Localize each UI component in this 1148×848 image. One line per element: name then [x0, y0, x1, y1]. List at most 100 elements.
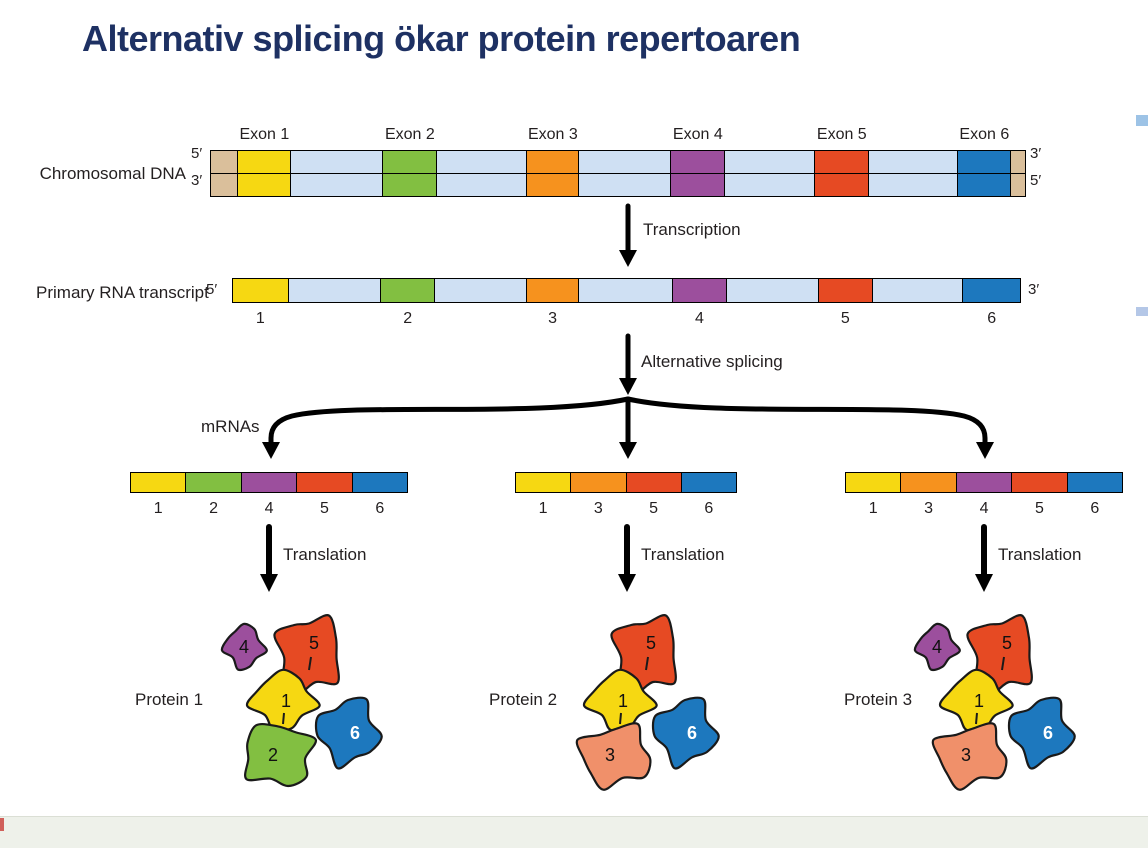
branch-right-head: [976, 442, 994, 459]
scrollbar-marker-top[interactable]: [1136, 115, 1148, 126]
dna-segment-Exon 3: Exon 3: [526, 126, 579, 173]
bottom-bar: [0, 816, 1148, 848]
dna-prime-right-top: 3′: [1030, 145, 1042, 162]
protein-subunit-3-blob: [931, 722, 1008, 791]
mrna-number: 1: [153, 500, 163, 517]
translation-arrow-1-head: [260, 574, 278, 592]
branch-right-curve: [625, 396, 988, 447]
dna-segment-Exon 1: Exon 1: [237, 126, 291, 173]
protein-subunit-6-blob: [314, 696, 383, 770]
dna-segment-Exon 1: [237, 174, 291, 196]
dna-segment-intron: [436, 151, 527, 173]
protein-3-drawing: 4 5 6 1 3: [913, 614, 1076, 791]
dna-row-top: Exon 1 Exon 2 Exon 3 Exon 4 Exon 5 Exon 6: [211, 126, 1025, 173]
mrna-bar-3: 1 3 4 5 6: [845, 472, 1123, 517]
protein-subunit-1-number: 1: [281, 691, 291, 711]
protein-subunit-3-number: 3: [605, 745, 615, 765]
mrna-number: 6: [1090, 500, 1100, 517]
primary-rna-label: Primary RNA transcript: [36, 283, 209, 302]
protein-subunit-2-number: 2: [268, 745, 278, 765]
dna-segment-Exon 3: [526, 174, 579, 196]
mrna-number: 5: [649, 500, 659, 517]
protein-label-1: Protein 1: [135, 690, 204, 709]
dna-row-bottom: [211, 173, 1025, 196]
mrna-number: 1: [868, 500, 878, 517]
slide-title: Alternativ splicing ökar protein reperto…: [82, 18, 801, 59]
mrna-segment-3: 3: [570, 473, 626, 517]
dna-segment-Exon 4: [670, 174, 725, 196]
dna-segment-intron: [578, 151, 671, 173]
mrna-segment-5: 5: [296, 473, 352, 517]
protein-subunit-6-number: 6: [350, 723, 360, 743]
rna-segment-2: 2: [379, 279, 435, 327]
mrna-number: 5: [1034, 500, 1044, 517]
exon-label: Exon 5: [816, 126, 867, 143]
mrna-number: 3: [924, 500, 934, 517]
protein-subunit-6-number: 6: [687, 723, 697, 743]
subunit-crease: [282, 712, 285, 725]
dna-segment-Exon 5: [814, 174, 869, 196]
mrna-segment-1: 1: [846, 473, 901, 517]
exon-label: Exon 3: [527, 126, 578, 143]
rna-number: 4: [694, 310, 704, 327]
transcription-arrow-head: [619, 250, 637, 267]
mrna-bar-1: 1 2 4 5 6: [130, 472, 408, 517]
dna-segment-tan: [1010, 151, 1025, 173]
protein-cluster-1: 4 5 6 1 2: [196, 593, 406, 808]
dna-segment-tan: [211, 151, 238, 173]
dna-segment-intron: [290, 174, 383, 196]
dna-segment-Exon 2: Exon 2: [382, 126, 437, 173]
protein-label-3: Protein 3: [844, 690, 913, 709]
mrna-number: 5: [319, 500, 329, 517]
protein-subunit-5-number: 5: [646, 633, 656, 653]
protein-subunit-6-blob: [651, 696, 720, 770]
exon-label: Exon 1: [239, 126, 290, 143]
mrna-number: 6: [375, 500, 385, 517]
dna-segment-Exon 6: [957, 174, 1011, 196]
protein-subunit-5-number: 5: [1002, 633, 1012, 653]
mrna-number: 4: [264, 500, 274, 517]
dna-segment-tan: [1010, 174, 1025, 196]
translation-arrow-3-head: [975, 574, 993, 592]
scrollbar-marker-bottom[interactable]: [1136, 307, 1148, 316]
mrnas-label: mRNAs: [201, 417, 260, 436]
dna-segment-Exon 6: Exon 6: [957, 126, 1011, 173]
rna-number: 2: [403, 310, 413, 327]
protein-subunit-3-number: 3: [961, 745, 971, 765]
protein-subunit-6-number: 6: [1043, 723, 1053, 743]
dna-segment-intron: [868, 151, 958, 173]
protein-subunit-5-number: 5: [309, 633, 319, 653]
rna-bar: 1 2 3 4 5 6: [232, 278, 1021, 327]
alternative-splicing-label: Alternative splicing: [641, 352, 783, 371]
mrna-segment-1: 1: [131, 473, 186, 517]
mrna-number: 6: [704, 500, 714, 517]
rna-segment-intron: [872, 279, 963, 302]
dna-prime-left-top: 5′: [191, 145, 203, 162]
rna-segment-intron: [287, 279, 380, 302]
subunit-crease: [645, 656, 649, 671]
rna-segment-5: 5: [817, 279, 873, 327]
subunit-crease: [308, 656, 312, 671]
mrna-number: 4: [979, 500, 989, 517]
protein-label-2: Protein 2: [489, 690, 558, 709]
mrna-number: 2: [209, 500, 219, 517]
rna-segment-4: 4: [671, 279, 727, 327]
rna-number: 3: [548, 310, 558, 327]
mrna-segment-3: 3: [900, 473, 956, 517]
exon-label: Exon 2: [384, 126, 435, 143]
protein-subunit-2-blob: [244, 722, 317, 788]
rna-prime-right: 3′: [1028, 281, 1040, 298]
dna-segment-intron: [578, 174, 671, 196]
protein-subunit-4-blob: [913, 622, 961, 672]
dna-segment-intron: [868, 174, 958, 196]
dna-prime-right-bottom: 5′: [1030, 172, 1042, 189]
chromosomal-dna-label: Chromosomal DNA: [39, 164, 186, 183]
mrna-number: 1: [538, 500, 548, 517]
dna-segment-intron: [290, 151, 383, 173]
branch-left-head: [262, 442, 280, 459]
translation-label-2: Translation: [641, 545, 725, 564]
mrna-bar-2: 1 3 5 6: [515, 472, 737, 517]
mrna-segment-6: 6: [680, 473, 736, 517]
protein-2-drawing: 5 6 1 3: [575, 614, 720, 791]
